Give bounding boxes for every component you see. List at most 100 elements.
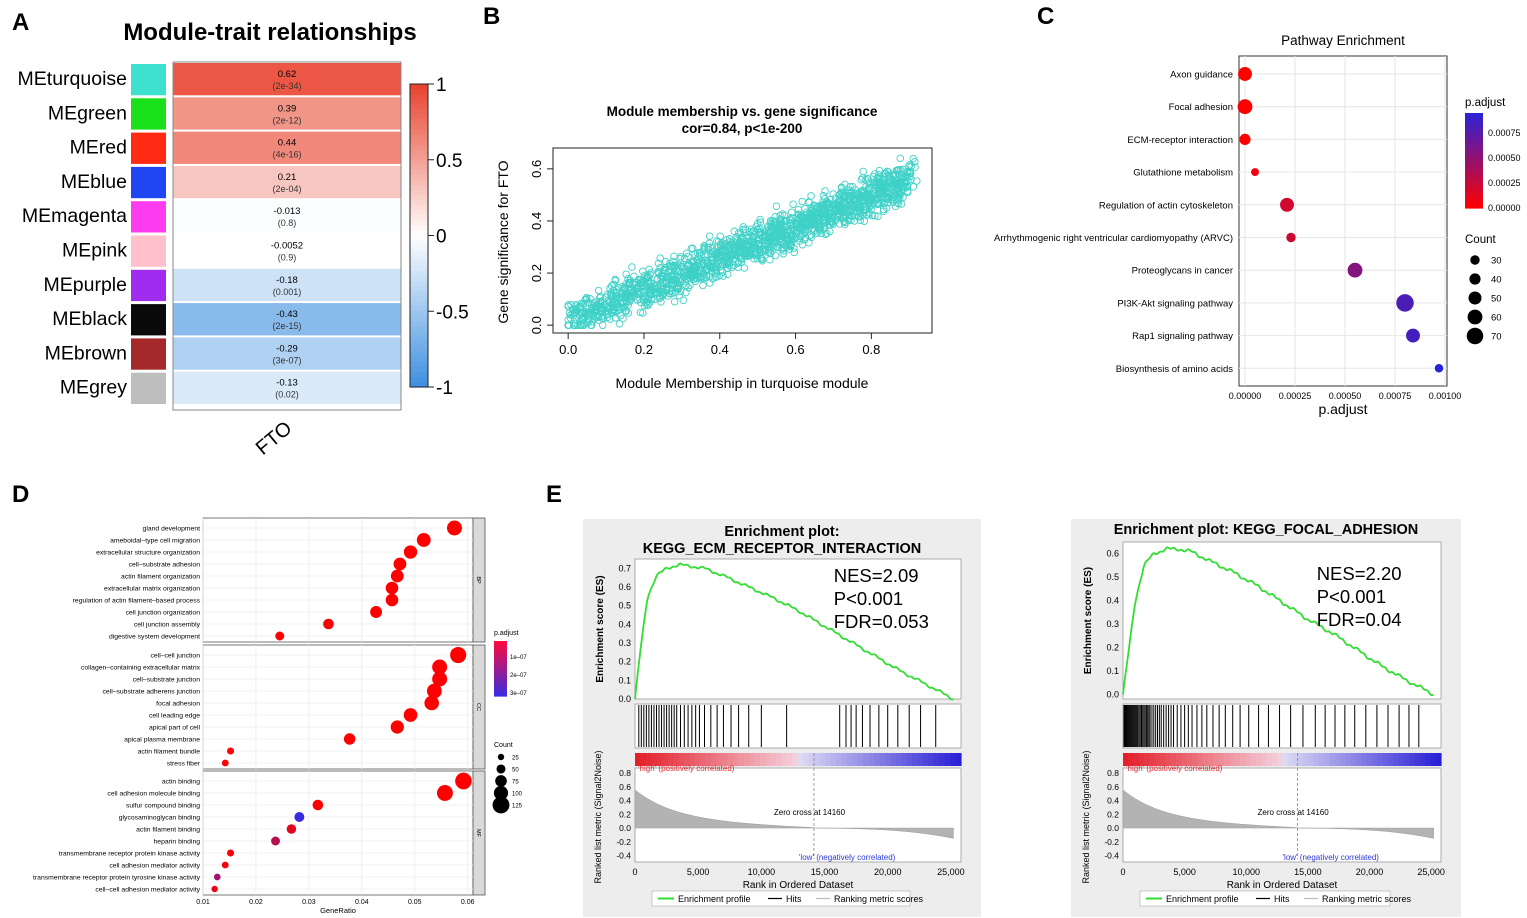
scatter-point: [726, 242, 735, 250]
scatter-point: [802, 208, 811, 217]
scatter-point: [603, 303, 612, 312]
scatter-point: [884, 194, 892, 203]
scatter-point: [875, 166, 884, 175]
scatter-point: [847, 187, 856, 196]
go-term-label: ameboidal–type cell migration: [110, 537, 200, 544]
go-dot: [226, 747, 235, 755]
go-term-label: cell–substrate adhesion: [129, 561, 201, 568]
heatmap-cell: [173, 303, 401, 336]
colorbar-segment: [410, 351, 428, 358]
go-xtick-label: 0.03: [302, 899, 316, 906]
scatter-point: [670, 272, 679, 281]
module-label: MEbrown: [45, 342, 127, 364]
go-dot: [403, 545, 418, 559]
scatter-point: [768, 232, 776, 241]
pathway-gradient-segment: [1465, 205, 1483, 209]
scatter-points: [564, 154, 921, 329]
heatmap-cell: [173, 234, 401, 267]
go-dot: [286, 824, 297, 834]
gsea-xtick: 0: [632, 867, 637, 877]
gsea-es-tick: 0.5: [1106, 572, 1119, 582]
go-facet-label: MF: [475, 829, 481, 838]
pathway-legend-size-title: Count: [1465, 234, 1496, 246]
go-size-tick: 25: [512, 755, 519, 761]
colorbar-segment: [410, 159, 428, 166]
scatter-point: [879, 187, 888, 196]
scatter-point: [879, 193, 887, 202]
go-term-label: actin filament binding: [136, 826, 200, 833]
go-gradient-segment: [494, 677, 507, 681]
gsea-rank-color: [1250, 753, 1257, 766]
gsea-stat: NES=2.09: [834, 565, 919, 586]
scatter-point: [810, 201, 818, 210]
scatter-point: [776, 215, 784, 224]
scatter-point: [614, 306, 622, 315]
scatter-point: [660, 265, 669, 274]
scatter-point: [847, 216, 855, 224]
colorbar-segment: [410, 149, 428, 156]
scatter-point: [794, 205, 803, 214]
colorbar-segment: [410, 356, 428, 363]
panel-label-c: C: [1037, 3, 1054, 30]
gsea-rank-color: [879, 753, 886, 766]
pathway-gradient-segment: [1465, 134, 1483, 138]
pathway-label: Regulation of actin cytoskeleton: [1099, 200, 1233, 211]
scatter-point: [598, 321, 607, 329]
scatter-point: [871, 211, 879, 220]
gsea-rank-color: [1425, 753, 1431, 766]
gsea-rank-color: [1149, 753, 1156, 766]
gsea-rank-color: [1435, 753, 1442, 766]
go-legend-size-title: Count: [494, 742, 513, 749]
scatter-point: [588, 318, 596, 326]
cell-pvalue: (2e-12): [272, 115, 301, 125]
module-label: MEred: [70, 137, 127, 159]
cell-pvalue: (0.9): [278, 253, 297, 263]
colorbar-segment: [410, 286, 428, 292]
go-xtick-label: 0.04: [355, 899, 369, 906]
go-gradient-segment: [494, 648, 507, 651]
go-term-label: cell junction assembly: [134, 621, 201, 628]
panel-e-gsea-ecm: Enrichment plot:KEGG_ECM_RECEPTOR_INTERA…: [583, 519, 981, 917]
gsea-rank-color: [912, 753, 919, 766]
scatter-point: [875, 188, 884, 197]
cell-value: -0.43: [276, 309, 298, 320]
scatter-point: [841, 220, 849, 229]
colorbar-segment: [410, 195, 428, 201]
pathway-dot: [1239, 133, 1251, 145]
scatter-point: [687, 244, 696, 253]
gsea-xlabel: Rank in Ordered Dataset: [743, 880, 854, 891]
colorbar-segment: [410, 316, 428, 322]
scatter-point: [824, 200, 833, 209]
go-gradient-segment: [494, 644, 507, 648]
scatter-xtick-label: 0.6: [787, 342, 805, 357]
gsea-rank-color: [1244, 753, 1251, 766]
scatter-point: [728, 263, 736, 272]
colorbar-segment: [410, 190, 428, 196]
gsea-rank-color: [814, 753, 821, 766]
gsea-xtick: 15,000: [1294, 867, 1322, 877]
scatter-point: [776, 232, 785, 240]
gsea-rank-color: [711, 753, 718, 766]
go-color-tick: 2e–07: [510, 673, 527, 679]
pathway-gradient-segment: [1465, 113, 1483, 116]
gsea-rank-color: [1176, 753, 1182, 766]
pathway-gradient-segment: [1465, 165, 1483, 169]
go-term-label: digestive system development: [109, 633, 200, 640]
gsea-rank-color: [884, 753, 891, 766]
go-dot: [275, 631, 285, 641]
go-grid: BP CC MF 0.01 0.02 0.03 0.04 0.05 0.06: [196, 517, 486, 906]
scatter-point: [713, 249, 722, 257]
gsea-legend-item: Enrichment profile: [678, 894, 751, 904]
gsea-xtick: 10,000: [1232, 867, 1260, 877]
scatter-point: [667, 263, 675, 271]
scatter-point: [798, 240, 807, 249]
gsea-rank-color: [1144, 753, 1151, 766]
scatter-point: [772, 236, 780, 244]
heatmap-column-label: FTO: [252, 417, 297, 459]
scatter-point: [890, 182, 898, 191]
pathway-size-swatch: [1470, 255, 1480, 265]
go-facet-label: BP: [475, 576, 481, 584]
scatter-point: [827, 208, 836, 217]
gsea-rank-color: [917, 753, 924, 766]
colorbar-segment: [410, 381, 428, 388]
